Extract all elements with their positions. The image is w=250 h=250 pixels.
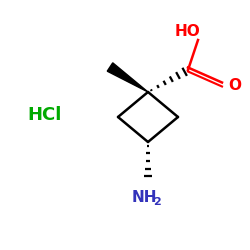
Text: HCl: HCl <box>28 106 62 124</box>
Text: HO: HO <box>174 24 200 40</box>
Text: 2: 2 <box>153 197 161 207</box>
Polygon shape <box>107 63 148 92</box>
Text: NH: NH <box>131 190 157 206</box>
Text: O: O <box>228 78 241 92</box>
